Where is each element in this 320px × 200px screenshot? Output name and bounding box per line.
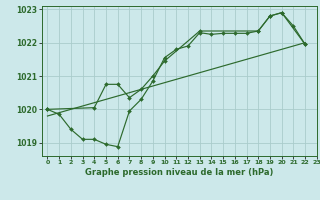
X-axis label: Graphe pression niveau de la mer (hPa): Graphe pression niveau de la mer (hPa) xyxy=(85,168,273,177)
